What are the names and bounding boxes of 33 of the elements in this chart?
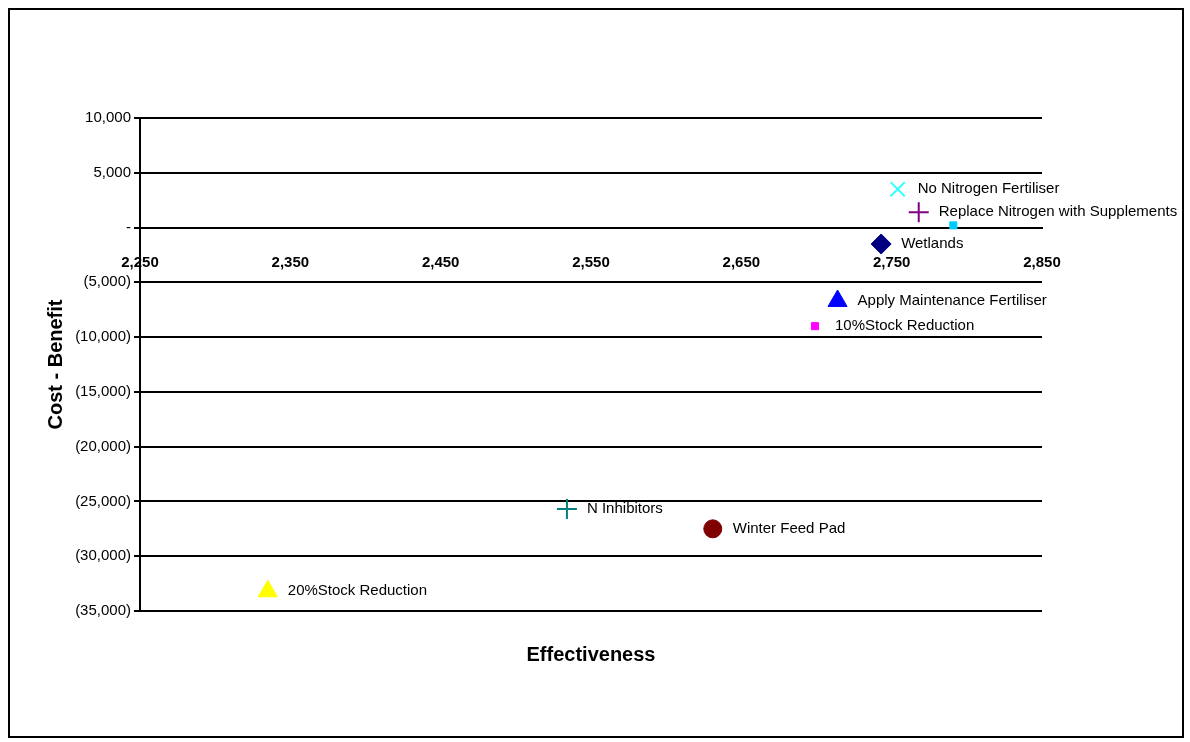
y-tick-label: (30,000) [75,546,131,564]
x-axis-title: Effectiveness [526,642,656,665]
series-label: N Inhibitors [586,499,663,517]
y-tick-label: (35,000) [75,601,131,619]
x-tick-label: 2,750 [872,252,911,270]
series-label: Apply Maintenance Fertiliser [857,291,1047,309]
point [703,519,723,539]
point [870,233,892,255]
y-tick-label: (20,000) [75,436,131,454]
y-tick-label: (5,000) [83,272,131,290]
y-axis-title: Cost - Benefit [43,299,66,430]
x-tick-label: 2,550 [572,252,610,270]
x-tick-label: 2,850 [1023,252,1061,270]
x-tick-label: 2,350 [271,252,310,270]
point [907,201,930,224]
point [889,181,906,198]
series-label: Wetlands [901,234,964,252]
point [949,221,958,230]
series-label: No Nitrogen Fertiliser [917,179,1060,197]
point [810,322,820,331]
series-label: 10%Stock Reduction [835,316,975,334]
point [555,498,578,521]
y-tick-label: 5,000 [93,162,131,180]
y-tick-label: (15,000) [75,382,131,400]
y-tick-label: - [126,217,131,235]
y-tick-label: (10,000) [75,327,131,345]
y-tick-label: 10,000 [85,108,131,126]
series-label: 20%Stock Reduction [287,581,428,599]
series-label: Winter Feed Pad [732,518,846,536]
x-tick-label: 2,650 [722,252,761,270]
y-tick-label: (25,000) [75,491,131,509]
series-label: Replace Nitrogen with Supplements [938,202,1178,220]
x-tick-label: 2,450 [421,252,460,270]
